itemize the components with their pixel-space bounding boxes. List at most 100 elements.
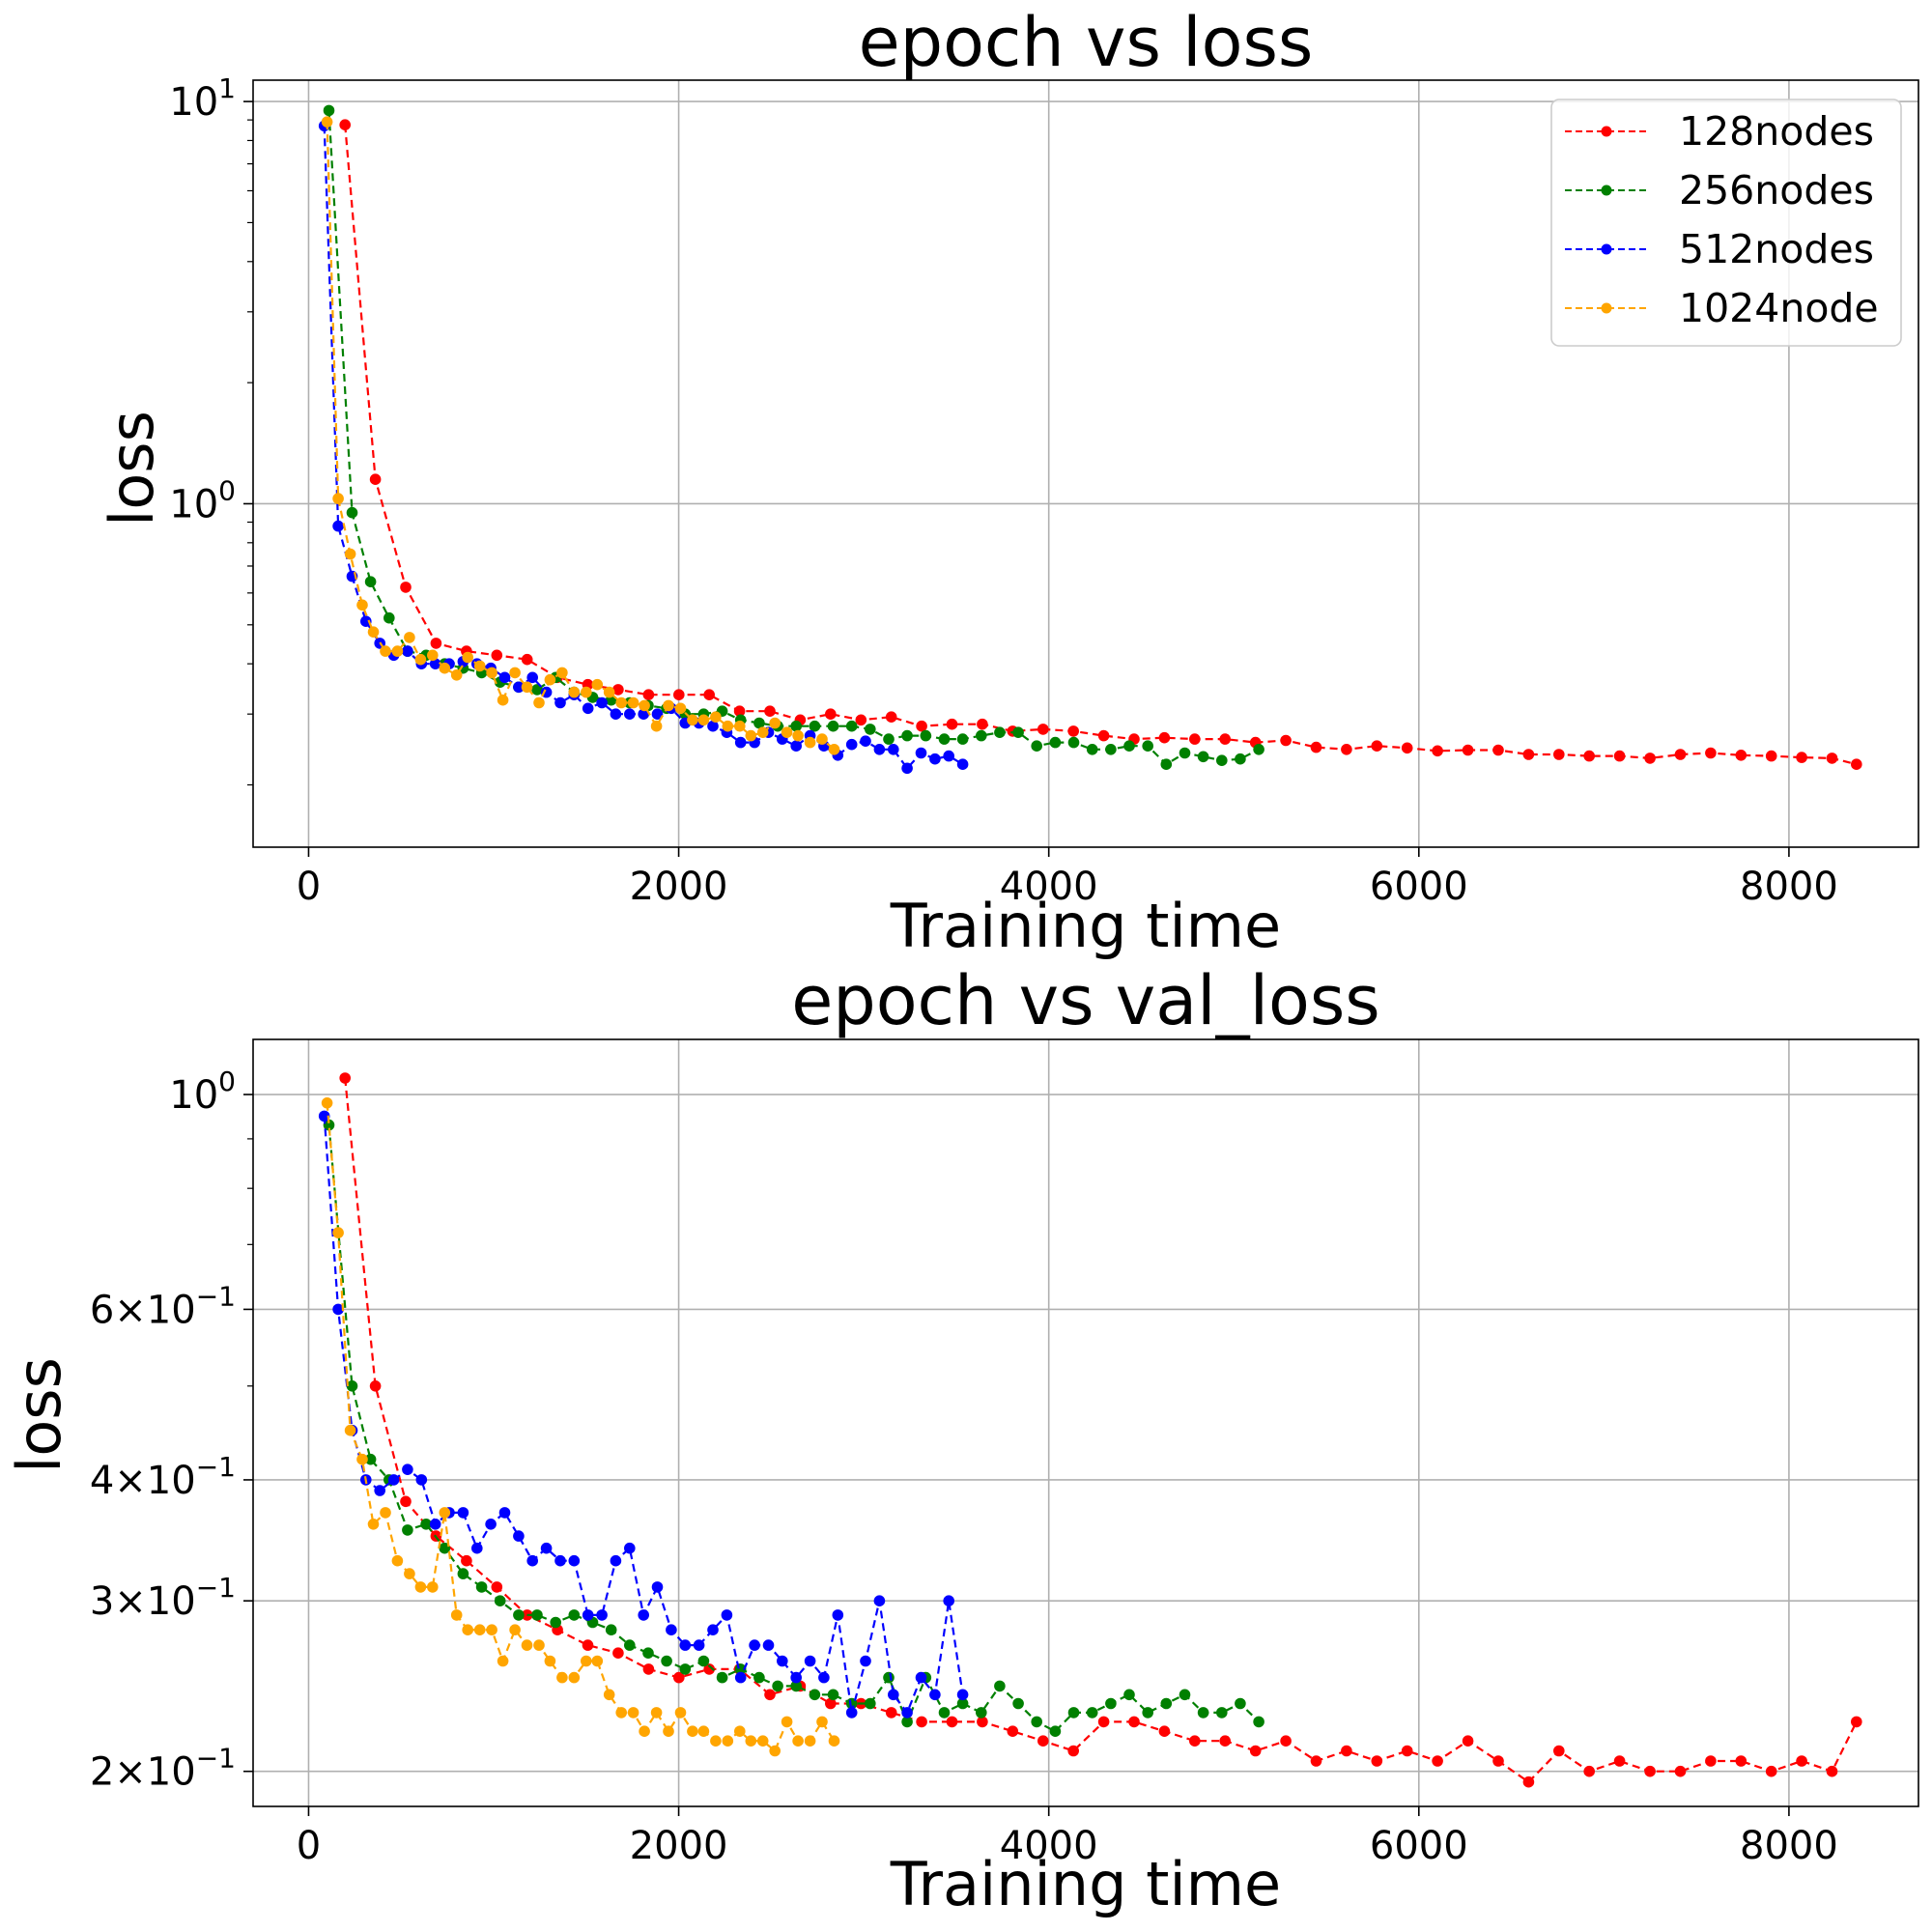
top-point-128nodes bbox=[1705, 747, 1717, 759]
bottom-point-256nodes bbox=[550, 1616, 561, 1629]
bottom-y-axis-label: loss bbox=[4, 1357, 74, 1473]
bottom-point-512nodes bbox=[582, 1609, 594, 1621]
bottom-point-512nodes bbox=[498, 1507, 511, 1519]
bottom-point-512nodes bbox=[540, 1542, 553, 1554]
bottom-point-128nodes bbox=[1492, 1755, 1504, 1767]
legend-marker-256nodes bbox=[1601, 185, 1612, 196]
bottom-point-512nodes bbox=[318, 1110, 330, 1122]
bottom-point-128nodes bbox=[977, 1716, 988, 1728]
top-point-512nodes bbox=[429, 658, 441, 669]
bottom-point-256nodes bbox=[753, 1671, 765, 1684]
bottom-point-256nodes bbox=[457, 1568, 469, 1579]
top-point-1024node bbox=[344, 548, 356, 560]
bottom-point-128nodes bbox=[673, 1671, 685, 1684]
bottom-point-128nodes bbox=[1280, 1735, 1292, 1747]
bottom-point-1024node bbox=[603, 1689, 615, 1701]
top-point-512nodes bbox=[554, 696, 566, 709]
bottom-point-256nodes bbox=[865, 1697, 876, 1710]
bottom-point-512nodes bbox=[734, 1671, 747, 1684]
top-plot-frame bbox=[252, 79, 1919, 848]
top-point-1024node bbox=[734, 720, 746, 732]
top-y-tick-label: 101 bbox=[169, 72, 236, 125]
bottom-point-512nodes bbox=[638, 1609, 649, 1621]
bottom-point-1024node bbox=[816, 1716, 828, 1728]
top-point-256nodes bbox=[827, 720, 839, 732]
bottom-point-1024node bbox=[544, 1655, 556, 1667]
bottom-point-1024node bbox=[427, 1581, 439, 1593]
top-point-128nodes bbox=[1401, 742, 1413, 754]
bottom-point-512nodes bbox=[624, 1542, 636, 1554]
bottom-point-512nodes bbox=[707, 1624, 719, 1635]
top-point-128nodes bbox=[491, 649, 503, 662]
top-point-128nodes bbox=[1067, 725, 1079, 737]
bottom-point-1024node bbox=[321, 1097, 333, 1109]
bottom-point-1024node bbox=[380, 1507, 391, 1519]
top-point-128nodes bbox=[946, 718, 958, 730]
bottom-point-128nodes bbox=[946, 1716, 958, 1728]
bottom-point-256nodes bbox=[956, 1697, 969, 1710]
top-point-512nodes bbox=[956, 758, 969, 770]
top-point-1024node bbox=[581, 686, 592, 698]
bottom-point-512nodes bbox=[749, 1639, 760, 1651]
top-point-512nodes bbox=[402, 645, 413, 657]
bottom-point-128nodes bbox=[764, 1689, 776, 1701]
top-point-256nodes bbox=[1067, 736, 1080, 749]
bottom-plot-frame bbox=[252, 1038, 1919, 1807]
bottom-point-256nodes bbox=[1142, 1707, 1153, 1719]
bottom-point-128nodes bbox=[1158, 1725, 1171, 1737]
bottom-y-tick-label: 3×10−1 bbox=[90, 1572, 236, 1624]
bottom-y-tick-label: 6×10−1 bbox=[90, 1280, 236, 1332]
top-point-128nodes bbox=[1462, 744, 1474, 756]
legend-box bbox=[1550, 99, 1902, 347]
bottom-y-tick-label: 100 bbox=[169, 1065, 236, 1118]
bottom-point-128nodes bbox=[612, 1647, 624, 1659]
bottom-point-512nodes bbox=[332, 1303, 344, 1316]
legend-marker-128nodes bbox=[1601, 126, 1612, 137]
legend-label-128nodes: 128nodes bbox=[1679, 108, 1874, 155]
bottom-point-256nodes bbox=[1012, 1697, 1024, 1710]
bottom-point-256nodes bbox=[938, 1707, 951, 1719]
top-point-128nodes bbox=[1583, 750, 1595, 762]
top-y-ticks: 100 101 bbox=[169, 72, 253, 526]
bottom-point-1024node bbox=[674, 1707, 687, 1719]
bottom-point-512nodes bbox=[888, 1689, 899, 1701]
bottom-point-1024node bbox=[462, 1624, 474, 1635]
bottom-point-128nodes bbox=[1765, 1765, 1777, 1777]
bottom-point-512nodes bbox=[804, 1655, 816, 1667]
top-point-256nodes bbox=[976, 729, 987, 742]
top-point-256nodes bbox=[920, 729, 932, 742]
top-point-1024node bbox=[781, 726, 793, 738]
bottom-point-128nodes bbox=[1644, 1765, 1656, 1777]
bottom-point-256nodes bbox=[1179, 1689, 1191, 1701]
bottom-point-512nodes bbox=[429, 1519, 441, 1530]
bottom-x-tick-label: 4000 bbox=[1000, 1824, 1098, 1868]
bottom-point-128nodes bbox=[1613, 1755, 1626, 1767]
legend: 128nodes 256nodes 512nodes 1024node bbox=[1550, 99, 1902, 347]
bottom-point-256nodes bbox=[1253, 1716, 1264, 1728]
bottom-point-1024node bbox=[332, 1227, 344, 1238]
bottom-point-1024node bbox=[792, 1735, 804, 1747]
top-point-256nodes bbox=[938, 733, 951, 745]
bottom-point-128nodes bbox=[1249, 1745, 1262, 1757]
bottom-point-256nodes bbox=[642, 1647, 654, 1659]
top-point-128nodes bbox=[1097, 729, 1110, 742]
top-point-512nodes bbox=[610, 708, 622, 720]
top-point-128nodes bbox=[1522, 749, 1535, 760]
bottom-point-256nodes bbox=[531, 1609, 543, 1621]
top-point-128nodes bbox=[1644, 753, 1656, 764]
bottom-point-256nodes bbox=[716, 1671, 728, 1684]
top-point-128nodes bbox=[733, 705, 746, 717]
bottom-point-256nodes bbox=[679, 1663, 692, 1675]
top-point-128nodes bbox=[612, 684, 624, 696]
top-point-1024node bbox=[816, 733, 828, 745]
bottom-point-1024node bbox=[615, 1707, 627, 1719]
top-y-tick-label: 100 bbox=[169, 474, 236, 526]
bottom-x-tick-label: 6000 bbox=[1370, 1824, 1468, 1868]
bottom-point-512nodes bbox=[526, 1554, 538, 1567]
bottom-point-1024node bbox=[828, 1735, 840, 1747]
top-point-1024node bbox=[804, 736, 816, 749]
top-point-128nodes bbox=[1341, 744, 1352, 755]
top-point-1024node bbox=[521, 681, 533, 694]
bottom-point-128nodes bbox=[1401, 1745, 1413, 1757]
bottom-y-ticks: 2×10−1 3×10−1 4×10−1 6×10−1 100 bbox=[90, 1065, 253, 1795]
